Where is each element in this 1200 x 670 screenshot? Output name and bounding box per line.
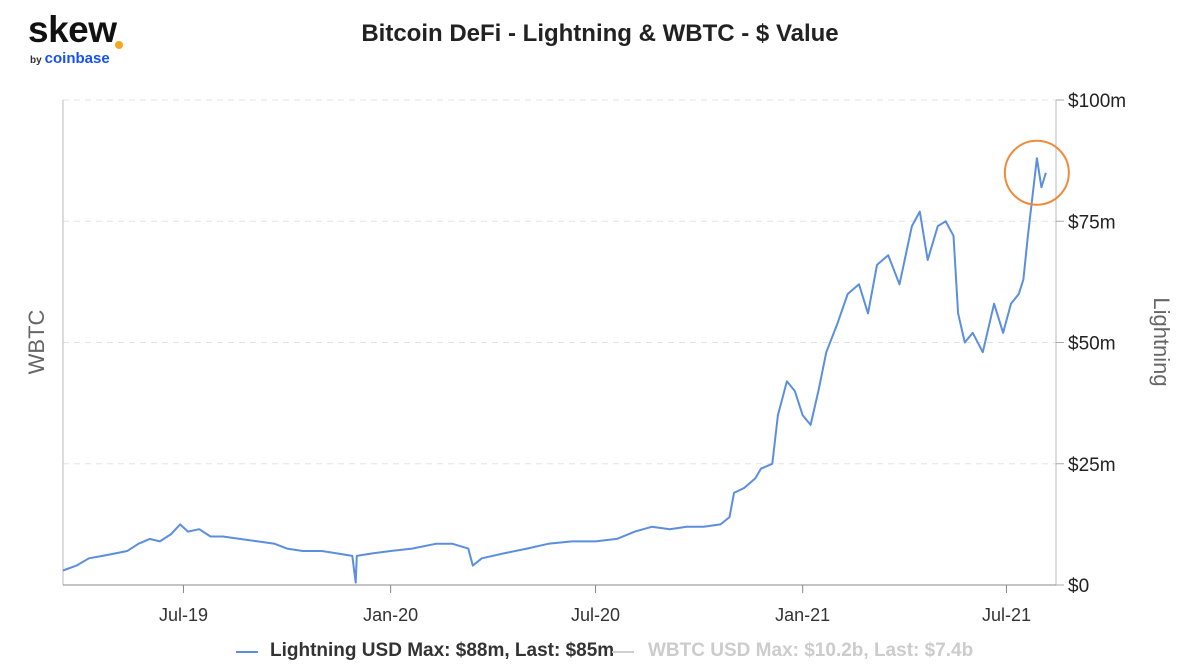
logo-by-text: by xyxy=(30,55,42,66)
logo-byline: by coinbase xyxy=(30,50,110,70)
legend-stats-lightning: Max: $88m, Last: $85m xyxy=(407,640,615,661)
legend-label-wbtc: WBTC USD xyxy=(648,640,751,661)
legend-item-lightning[interactable]: Lightning USD Max: $88m, Last: $85m xyxy=(236,637,614,665)
y-tick-label: $0 xyxy=(1068,576,1089,597)
grid-lines xyxy=(63,99,1056,465)
x-tick-labels: Jul-19 Jan-20 Jul-20 Jan-21 Jul-21 xyxy=(159,585,1031,625)
chart-plot: $0 $25m $50m $75m $100m Jul-19 Jan-20 Jul-20 Ja… xyxy=(24,91,1174,625)
series-line-lightning xyxy=(62,157,1047,584)
x-tick-label: Jan-20 xyxy=(363,605,418,625)
y-tick-label: $50m xyxy=(1068,334,1116,355)
legend-label-lightning: Lightning USD xyxy=(270,640,402,661)
x-tick-label: Jul-19 xyxy=(159,605,208,625)
series-layer xyxy=(62,157,1047,584)
legend-swatch-wbtc xyxy=(612,651,634,653)
x-tick-label: Jul-20 xyxy=(571,605,620,625)
logo-brand-text: coinbase xyxy=(44,50,110,67)
y-tick-label: $25m xyxy=(1068,455,1116,476)
legend-item-wbtc[interactable]: WBTC USD Max: $10.2b, Last: $7.4b xyxy=(612,637,973,665)
y-tick-label: $75m xyxy=(1068,212,1116,233)
highlight-circle xyxy=(1003,139,1070,206)
chart-title: Bitcoin DeFi - Lightning & WBTC - $ Valu… xyxy=(361,20,839,47)
legend-stats-wbtc: Max: $10.2b, Last: $7.4b xyxy=(755,640,974,661)
y-tick-label: $100m xyxy=(1068,91,1126,112)
x-tick-label: Jan-21 xyxy=(775,605,830,625)
x-tick-label: Jul-21 xyxy=(982,605,1031,625)
y-tick-labels: $0 $25m $50m $75m $100m xyxy=(1056,91,1126,597)
logo-dot-icon xyxy=(115,41,123,49)
right-axis-title: Lightning xyxy=(1149,297,1174,386)
legend-swatch-lightning xyxy=(236,651,258,653)
skew-coinbase-logo: skew by coinbase xyxy=(28,10,138,70)
legend: Lightning USD Max: $88m, Last: $85m WBTC… xyxy=(0,637,1200,667)
left-axis-title: WBTC xyxy=(24,310,49,375)
logo-wordmark: skew xyxy=(28,9,117,50)
